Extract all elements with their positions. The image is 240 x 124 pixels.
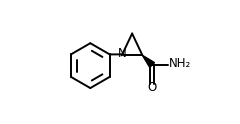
Text: N: N [117, 47, 126, 60]
Text: NH₂: NH₂ [169, 57, 191, 70]
Text: O: O [148, 81, 157, 94]
Polygon shape [142, 55, 155, 67]
